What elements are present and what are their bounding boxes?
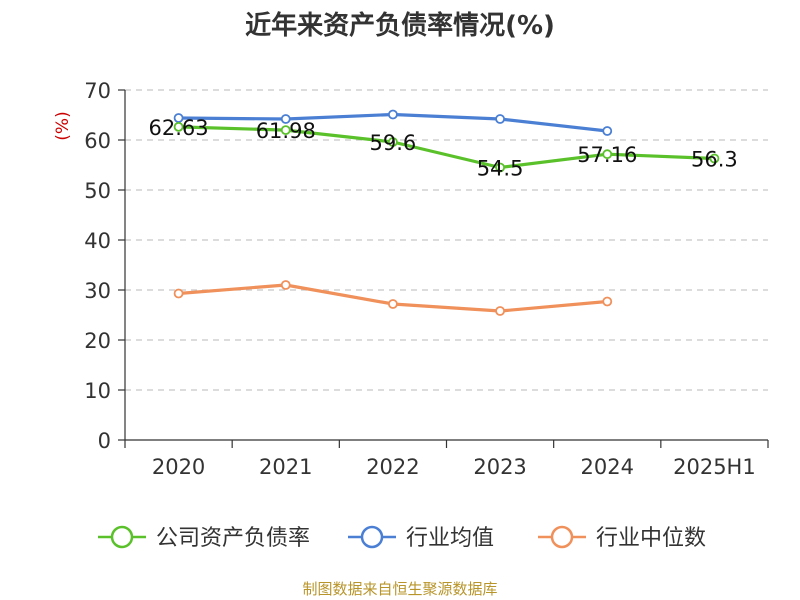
data-point[interactable] xyxy=(602,126,613,136)
y-tick-label: 70 xyxy=(84,79,111,103)
y-tick-label: 50 xyxy=(84,179,111,203)
data-point[interactable] xyxy=(495,114,505,124)
y-tick-label: 0 xyxy=(98,429,111,453)
data-point[interactable] xyxy=(709,153,720,164)
legend-swatch-marker xyxy=(110,525,134,549)
data-point[interactable] xyxy=(495,306,505,316)
legend-item[interactable]: 行业均值 xyxy=(348,525,494,551)
x-tick-label: 2025H1 xyxy=(673,455,756,479)
x-tick-label: 2023 xyxy=(473,455,526,479)
source-note: 制图数据来自恒生聚源数据库 xyxy=(302,580,497,598)
data-point[interactable] xyxy=(173,121,184,132)
data-point[interactable] xyxy=(280,280,291,290)
y-tick-label: 30 xyxy=(84,279,111,303)
data-point[interactable] xyxy=(495,162,505,173)
data-label: 56.3 xyxy=(691,148,738,172)
data-label: 54.5 xyxy=(477,157,524,181)
x-tick-label: 2024 xyxy=(581,455,634,479)
series-group xyxy=(173,109,720,316)
legend[interactable]: 公司资产负债率 行业均值 行业中位数 xyxy=(98,525,706,551)
legend-item[interactable]: 公司资产负债率 xyxy=(98,525,310,551)
y-axis-label: (%) xyxy=(53,111,73,140)
y-tick-label: 40 xyxy=(84,229,111,253)
data-label: 57.16 xyxy=(577,143,637,167)
legend-swatch-marker xyxy=(550,525,574,549)
data-point[interactable] xyxy=(280,125,291,136)
legend-swatch-marker xyxy=(360,525,384,549)
data-point[interactable] xyxy=(173,288,184,299)
legend-label: 行业中位数 xyxy=(596,526,706,551)
grid-lines xyxy=(125,89,768,391)
data-point[interactable] xyxy=(602,296,613,307)
data-label: 61.98 xyxy=(256,119,316,143)
y-tick-label: 60 xyxy=(84,129,111,153)
data-label: 62.63 xyxy=(149,116,209,140)
data-point[interactable] xyxy=(602,149,613,160)
chart-title: 近年来资产负债率情况(%) xyxy=(245,10,555,41)
data-point[interactable] xyxy=(388,137,398,147)
data-label: 59.6 xyxy=(370,131,417,155)
x-tick-label: 2022 xyxy=(366,455,419,479)
x-tick-label: 2021 xyxy=(259,455,312,479)
legend-item[interactable]: 行业中位数 xyxy=(538,525,706,551)
data-point[interactable] xyxy=(280,114,291,124)
data-labels: 62.63 61.98 59.6 54.5 57.16 56.3 xyxy=(149,116,738,181)
x-tick-label: 2020 xyxy=(152,455,205,479)
axes: 0 10 20 30 40 50 60 70 2020 2021 2022 2023 2024 2025H… xyxy=(84,79,769,479)
data-point[interactable] xyxy=(388,109,398,120)
legend-label: 行业均值 xyxy=(406,526,494,551)
legend-label: 公司资产负债率 xyxy=(156,526,310,551)
series-line xyxy=(178,125,715,170)
y-tick-label: 20 xyxy=(84,329,111,353)
y-tick-label: 10 xyxy=(84,379,111,403)
data-point[interactable] xyxy=(388,299,398,309)
